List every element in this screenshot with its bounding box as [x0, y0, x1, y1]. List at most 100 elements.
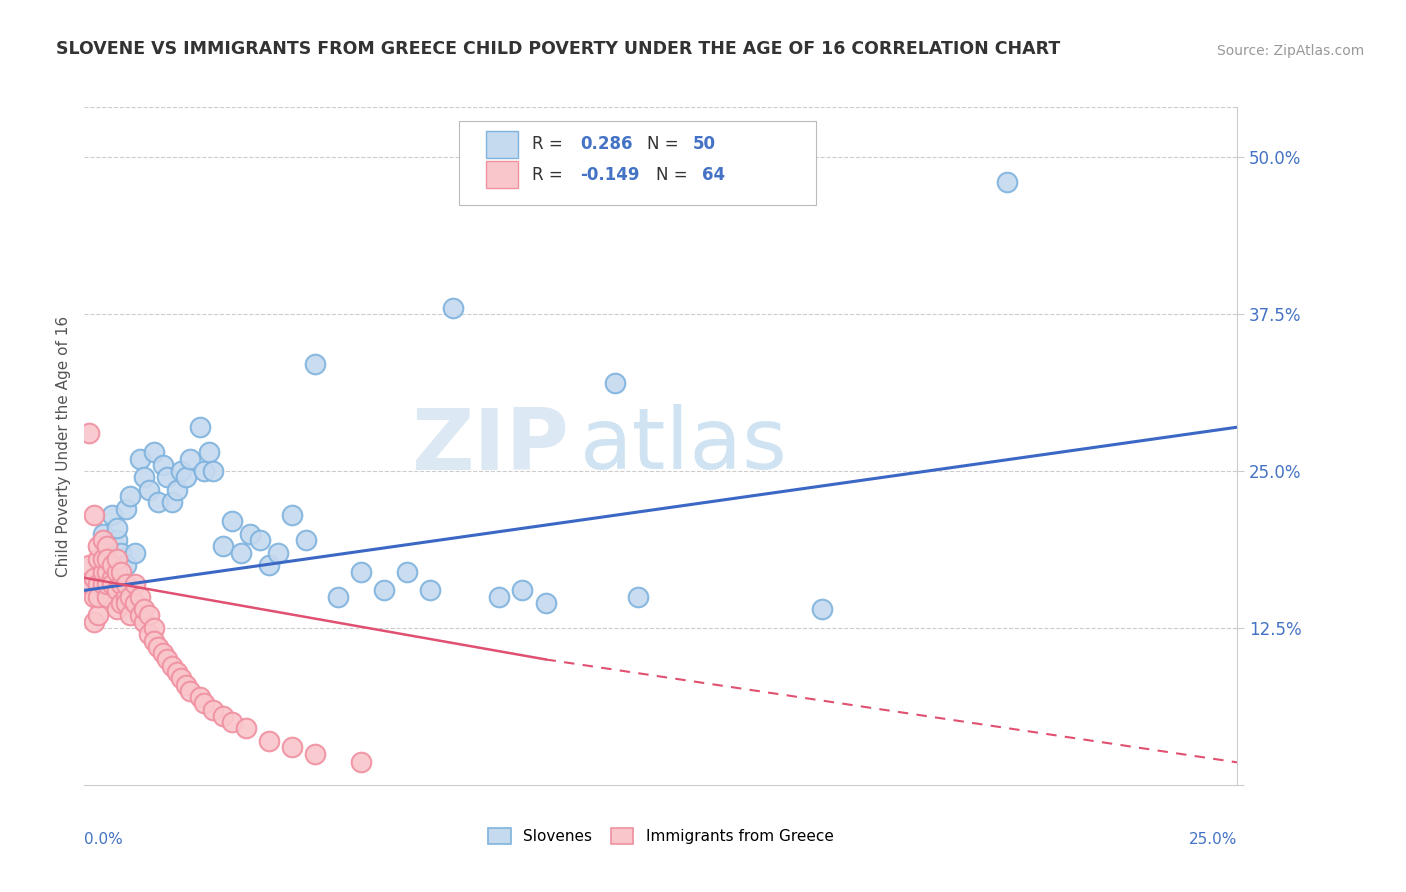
Point: [128, 451, 150, 466]
Point: [174, 677, 197, 691]
Point: [138, 608, 160, 623]
Point: [152, 458, 174, 472]
Text: N =: N =: [657, 166, 693, 184]
Point: [138, 627, 160, 641]
Point: [91, 577, 114, 591]
Point: [120, 489, 142, 503]
Point: [91, 565, 114, 579]
Text: atlas: atlas: [581, 404, 789, 488]
Point: [193, 697, 215, 711]
Text: ZIP: ZIP: [411, 404, 568, 488]
Point: [91, 533, 114, 548]
Point: [91, 552, 114, 566]
Text: SLOVENE VS IMMIGRANTS FROM GREECE CHILD POVERTY UNDER THE AGE OF 16 CORRELATION : SLOVENE VS IMMIGRANTS FROM GREECE CHILD …: [56, 40, 1060, 58]
Point: [134, 615, 156, 629]
Point: [160, 658, 183, 673]
Point: [105, 552, 128, 566]
Point: [326, 590, 349, 604]
Point: [304, 358, 326, 372]
Point: [77, 426, 100, 441]
Point: [281, 508, 304, 522]
Point: [91, 527, 114, 541]
Point: [105, 565, 128, 579]
Point: [87, 590, 110, 604]
Point: [115, 558, 138, 573]
Point: [128, 590, 150, 604]
Point: [96, 565, 118, 579]
Point: [350, 756, 373, 770]
Point: [373, 583, 395, 598]
Point: [110, 546, 132, 560]
Point: [124, 546, 146, 560]
Point: [87, 540, 110, 554]
Point: [77, 577, 100, 591]
Point: [257, 734, 280, 748]
Point: [83, 590, 105, 604]
Point: [267, 546, 290, 560]
Point: [166, 665, 188, 679]
Point: [87, 552, 110, 566]
Point: [134, 602, 156, 616]
Point: [124, 596, 146, 610]
Point: [235, 722, 257, 736]
Point: [83, 571, 105, 585]
Text: N =: N =: [647, 136, 683, 153]
Point: [83, 571, 105, 585]
Point: [115, 596, 138, 610]
Point: [91, 552, 114, 566]
Point: [627, 590, 650, 604]
Point: [170, 671, 193, 685]
Point: [96, 540, 118, 554]
Point: [160, 495, 183, 509]
Point: [441, 301, 464, 315]
Point: [110, 577, 132, 591]
Point: [179, 451, 201, 466]
Point: [83, 508, 105, 522]
Point: [101, 571, 124, 585]
Point: [170, 464, 193, 478]
Point: [96, 577, 118, 591]
Point: [83, 615, 105, 629]
Point: [146, 640, 169, 654]
FancyBboxPatch shape: [460, 120, 817, 205]
Point: [142, 633, 165, 648]
Point: [603, 376, 626, 391]
Point: [142, 445, 165, 459]
Point: [105, 602, 128, 616]
Point: [96, 552, 118, 566]
Point: [115, 590, 138, 604]
Point: [128, 608, 150, 623]
FancyBboxPatch shape: [485, 161, 517, 188]
Point: [281, 740, 304, 755]
Point: [202, 464, 225, 478]
Text: 0.286: 0.286: [581, 136, 633, 153]
Point: [166, 483, 188, 497]
Point: [221, 715, 243, 730]
Point: [124, 577, 146, 591]
Point: [304, 747, 326, 761]
Point: [202, 703, 225, 717]
Point: [193, 464, 215, 478]
Point: [115, 501, 138, 516]
Point: [101, 577, 124, 591]
Point: [294, 533, 316, 548]
Point: [211, 540, 233, 554]
Point: [105, 583, 128, 598]
Text: 64: 64: [703, 166, 725, 184]
Point: [188, 420, 211, 434]
FancyBboxPatch shape: [485, 131, 517, 158]
Text: 0.0%: 0.0%: [84, 832, 124, 847]
Point: [134, 470, 156, 484]
Point: [105, 520, 128, 534]
Point: [179, 683, 201, 698]
Point: [142, 621, 165, 635]
Point: [512, 583, 534, 598]
Point: [156, 652, 179, 666]
Point: [995, 175, 1018, 189]
Point: [188, 690, 211, 704]
Text: R =: R =: [531, 136, 568, 153]
Point: [811, 602, 834, 616]
Point: [87, 608, 110, 623]
Point: [120, 608, 142, 623]
Point: [156, 470, 179, 484]
